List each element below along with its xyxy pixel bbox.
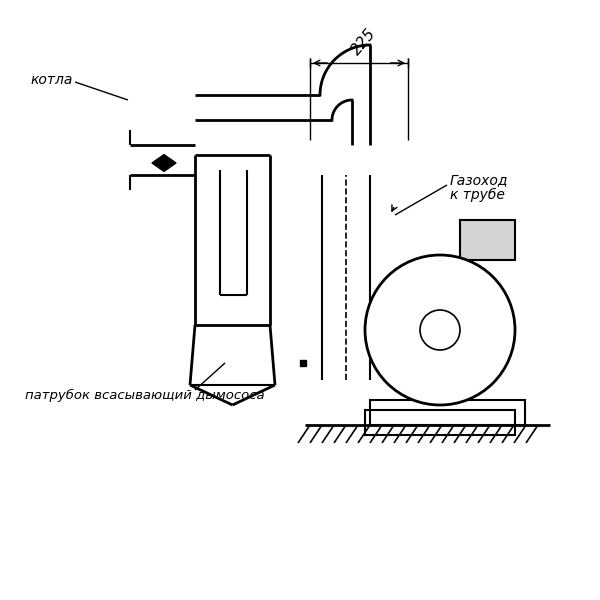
Circle shape <box>420 310 460 350</box>
Bar <box>385 295 400 365</box>
Text: котла: котла <box>30 73 73 87</box>
Bar <box>460 220 515 260</box>
Text: патрубок всасывающий дымососа: патрубок всасывающий дымососа <box>25 388 265 401</box>
Text: Газоход: Газоход <box>450 173 509 187</box>
Text: к трубе: к трубе <box>450 188 505 202</box>
Bar <box>370 400 525 425</box>
Polygon shape <box>152 155 176 172</box>
Text: 225: 225 <box>349 26 379 58</box>
Bar <box>365 410 515 435</box>
Circle shape <box>365 255 515 405</box>
